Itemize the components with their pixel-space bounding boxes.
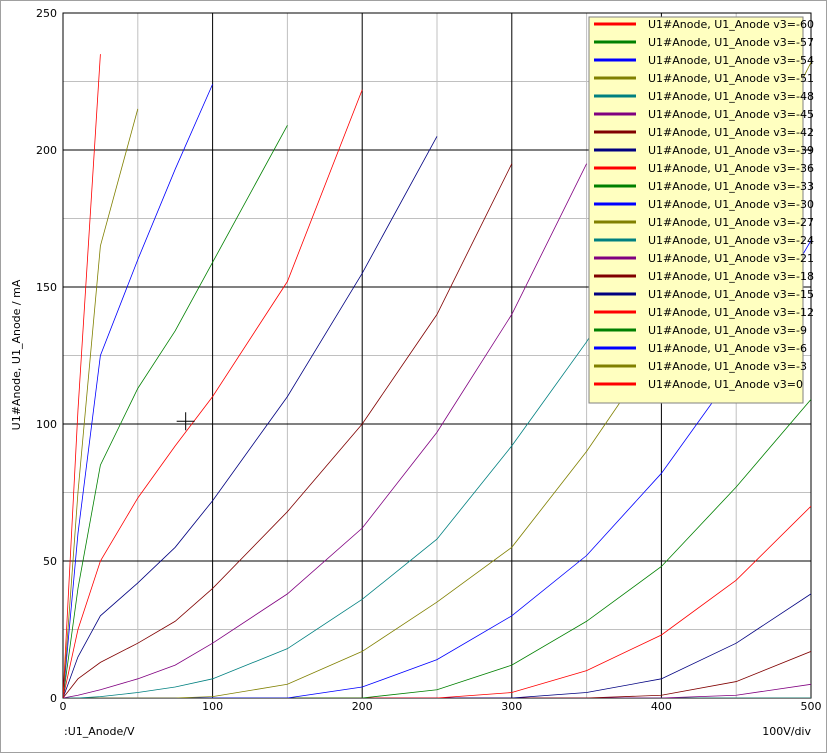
series-line <box>63 593 811 698</box>
y-tick-label: 250 <box>36 7 57 20</box>
legend-label: U1#Anode, U1_Anode v3=-18 <box>648 270 814 283</box>
series-line <box>63 108 139 698</box>
x-tick-label: 400 <box>651 700 672 713</box>
series-line <box>63 163 513 698</box>
legend-label: U1#Anode, U1_Anode v3=-60 <box>648 18 814 31</box>
x-tick-label: 300 <box>501 700 522 713</box>
series-line <box>63 240 811 698</box>
legend-label: U1#Anode, U1_Anode v3=-15 <box>648 288 814 301</box>
legend-label: U1#Anode, U1_Anode v3=-48 <box>648 90 814 103</box>
legend-label: U1#Anode, U1_Anode v3=-57 <box>648 36 814 49</box>
legend-label: U1#Anode, U1_Anode v3=-30 <box>648 198 814 211</box>
legend-label: U1#Anode, U1_Anode v3=-6 <box>648 342 807 355</box>
x-tick-label: 100 <box>202 700 223 713</box>
series-line <box>63 505 811 698</box>
x-tick-label: 0 <box>60 700 67 713</box>
y-tick-label: 150 <box>36 281 57 294</box>
legend-label: U1#Anode, U1_Anode v3=-21 <box>648 252 814 265</box>
y-tick-label: 0 <box>50 692 57 705</box>
cursor <box>176 412 195 431</box>
series-line <box>63 81 737 698</box>
series-line <box>63 54 101 698</box>
legend-label: U1#Anode, U1_Anode v3=0 <box>648 378 803 391</box>
x-axis-label: :U1_Anode/V <box>64 725 135 738</box>
legend-label: U1#Anode, U1_Anode v3=-51 <box>648 72 814 85</box>
legend-label: U1#Anode, U1_Anode v3=-9 <box>648 324 807 337</box>
series-line <box>63 89 363 698</box>
legend-label: U1#Anode, U1_Anode v3=-24 <box>648 234 814 247</box>
y-tick-label: 100 <box>36 418 57 431</box>
legend-box <box>588 16 804 404</box>
y-tick-label: 50 <box>43 555 57 568</box>
y-tick-label: 200 <box>36 144 57 157</box>
series-line <box>63 163 587 698</box>
series-line <box>63 136 438 698</box>
legend-label: U1#Anode, U1_Anode v3=-45 <box>648 108 814 121</box>
series-line <box>63 399 811 698</box>
legend-label: U1#Anode, U1_Anode v3=-33 <box>648 180 814 193</box>
x-tick-label: 500 <box>801 700 822 713</box>
y-axis-label: U1#Anode, U1_Anode / mA <box>10 279 23 430</box>
series-line <box>63 651 811 698</box>
legend-label: U1#Anode, U1_Anode v3=-3 <box>648 360 807 373</box>
legend-label: U1#Anode, U1_Anode v3=-54 <box>648 54 814 67</box>
scale-note: 100V/div <box>762 725 811 738</box>
legend-label: U1#Anode, U1_Anode v3=-42 <box>648 126 814 139</box>
x-tick-label: 200 <box>352 700 373 713</box>
legend-label: U1#Anode, U1_Anode v3=-36 <box>648 162 814 175</box>
series-line <box>63 84 213 698</box>
legend-label: U1#Anode, U1_Anode v3=-12 <box>648 306 814 319</box>
legend: U1#Anode, U1_Anode v3=-60 U1#Anode, U1_An… <box>588 16 814 404</box>
series-line <box>63 125 288 698</box>
legend-label: U1#Anode, U1_Anode v3=-27 <box>648 216 814 229</box>
legend-label: U1#Anode, U1_Anode v3=-39 <box>648 144 814 157</box>
